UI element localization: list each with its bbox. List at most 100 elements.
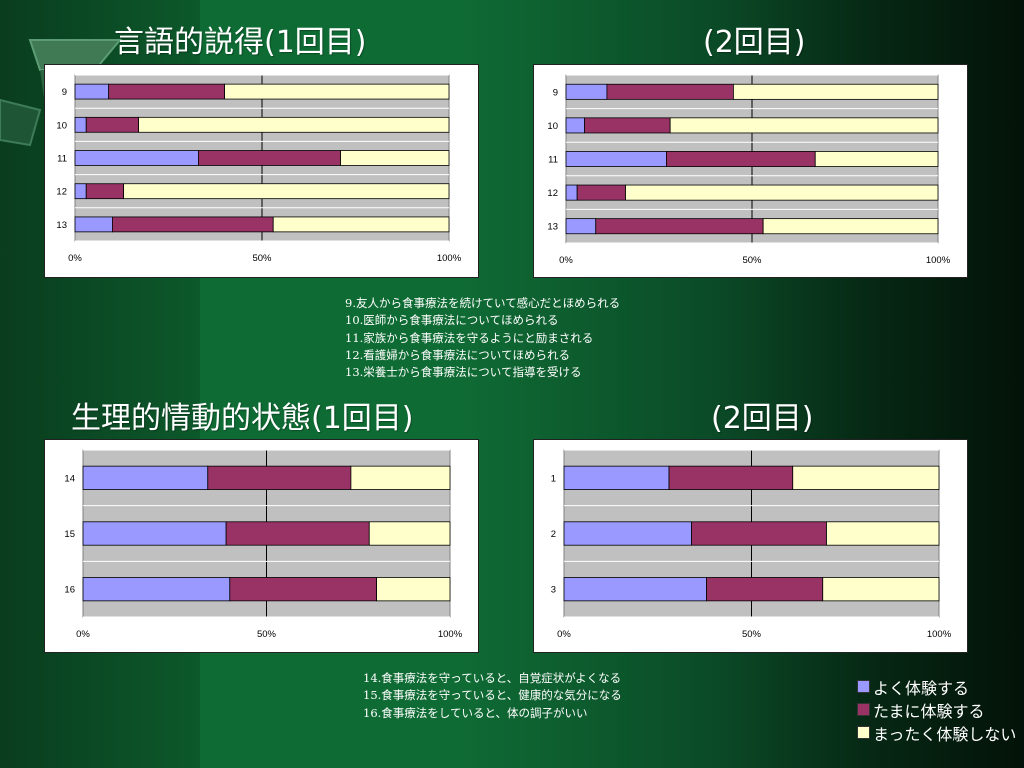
bar-segment [666, 151, 816, 167]
x-tick-label: 50% [257, 629, 277, 640]
legend-item: よく体験する [857, 675, 1016, 698]
bar-segment [74, 150, 199, 166]
bar-segment [563, 465, 670, 490]
bar-segment [138, 116, 450, 133]
bar-segment [376, 577, 451, 602]
bar-segment [814, 151, 939, 167]
bar-segment [350, 465, 451, 490]
x-tick-label: 0% [559, 255, 573, 266]
bar-segment [112, 216, 274, 233]
note-item: 14.食事療法を守っていると、自覚症状がよくなる [363, 671, 622, 685]
chart-title-4: (2回目) [711, 401, 814, 436]
chart-title-2: (2回目) [703, 25, 806, 60]
bar-segment [822, 577, 940, 602]
note-item: 15.食事療法を守っていると、健康的な気分になる [363, 688, 622, 703]
bar-segment [229, 577, 378, 602]
bar-segment [565, 117, 586, 134]
category-label: 12 [547, 188, 558, 199]
bar-segment [565, 83, 608, 100]
bar-segment [368, 521, 451, 546]
bar-segment [272, 216, 450, 233]
note-item: 16.食事療法をしていると、体の調子がいい [363, 705, 588, 720]
chart-title-3: 生理的情動的状態(1回目) [71, 401, 414, 436]
category-label: 11 [57, 154, 67, 165]
x-tick-label: 0% [557, 629, 571, 640]
bar-segment [340, 150, 450, 166]
category-label: 12 [56, 187, 67, 198]
bar-segment [82, 465, 209, 490]
x-tick-label: 0% [76, 629, 90, 640]
legend-swatch [857, 726, 870, 739]
bar-segment [198, 150, 341, 166]
chart-verbal-2-svg: 9 10 11 12 13 0% 50% 100% [547, 74, 951, 266]
note-item: 13.栄養士から食事療法について指導を受ける [345, 365, 582, 380]
bar-segment [691, 521, 827, 546]
chart-verbal-1: 9 10 11 12 13 0% 50% 100% [44, 64, 479, 278]
bar-segment [74, 183, 87, 200]
chart-physio-1-svg: 14 15 16 0% 50% 100% [64, 449, 463, 640]
category-label: 10 [56, 120, 67, 131]
chart-verbal-2: 9 10 11 12 13 0% 50% 100% [533, 64, 968, 278]
category-label: 9 [62, 87, 67, 98]
legend-item: たまに体験する [857, 698, 1016, 721]
category-label: 9 [553, 87, 558, 98]
bar-segment [74, 116, 87, 133]
bar-segment [123, 183, 450, 200]
bar-segment [563, 521, 692, 546]
category-label: 14 [64, 473, 75, 484]
bar-segment [85, 116, 139, 133]
bar-segment [826, 521, 940, 546]
legend-label: たまに体験する [873, 701, 985, 721]
bar-segment [668, 465, 794, 490]
chart-physio-2-svg: 1 2 3 0% 50% 100% [551, 449, 952, 640]
bar-segment [207, 465, 352, 490]
bar-segment [565, 151, 667, 167]
legend-swatch [857, 703, 870, 716]
bar-segment [74, 216, 113, 233]
bar-segment [225, 521, 370, 546]
chart-physio-1: 14 15 16 0% 50% 100% [44, 439, 479, 653]
category-label: 13 [547, 222, 558, 233]
bar-segment [85, 183, 125, 200]
x-tick-label: 100% [437, 253, 462, 264]
bar-segment [108, 83, 226, 100]
bar-segment [669, 117, 939, 134]
note-item: 12.看護婦から食事療法についてほめられる [345, 347, 570, 362]
legend-label: まったく体験しない [873, 724, 1017, 744]
category-label: 16 [64, 585, 75, 596]
note-item: 11.家族から食事療法を守るようにと励まされる [345, 330, 594, 345]
note-item: 10.医師から食事療法についてほめられる [345, 313, 559, 328]
x-tick-label: 0% [68, 253, 82, 264]
bar-segment [224, 83, 450, 100]
x-tick-label: 100% [926, 255, 951, 266]
bar-segment [792, 465, 940, 490]
bar-segment [565, 218, 597, 235]
bar-segment [625, 184, 939, 201]
category-label: 3 [551, 585, 556, 596]
x-tick-label: 100% [438, 629, 463, 640]
notes-top: 9.友人から食事療法を続けていて感心だとほめられる 10.医師から食事療法につい… [345, 295, 620, 381]
category-label: 15 [64, 529, 75, 540]
x-tick-label: 50% [742, 255, 762, 266]
category-label: 1 [551, 473, 556, 484]
legend: よく体験する たまに体験する まったく体験しない [857, 675, 1016, 744]
legend-swatch [857, 680, 870, 693]
legend-item: まったく体験しない [857, 721, 1016, 744]
category-label: 11 [548, 155, 558, 166]
bar-segment [584, 117, 671, 134]
x-tick-label: 100% [927, 629, 952, 640]
x-tick-label: 50% [742, 629, 762, 640]
bar-segment [595, 218, 764, 235]
bar-segment [82, 521, 227, 546]
bar-segment [565, 184, 578, 201]
notes-bottom: 14.食事療法を守っていると、自覚症状がよくなる 15.食事療法を守っていると、… [363, 670, 622, 722]
bar-segment [762, 218, 939, 235]
bar-segment [732, 83, 939, 100]
category-label: 13 [56, 220, 67, 231]
bar-segment [706, 577, 824, 602]
category-label: 10 [547, 121, 558, 132]
bar-segment [576, 184, 626, 201]
x-tick-label: 50% [252, 253, 272, 264]
chart-physio-2: 1 2 3 0% 50% 100% [533, 439, 968, 653]
bar-segment [563, 577, 707, 602]
